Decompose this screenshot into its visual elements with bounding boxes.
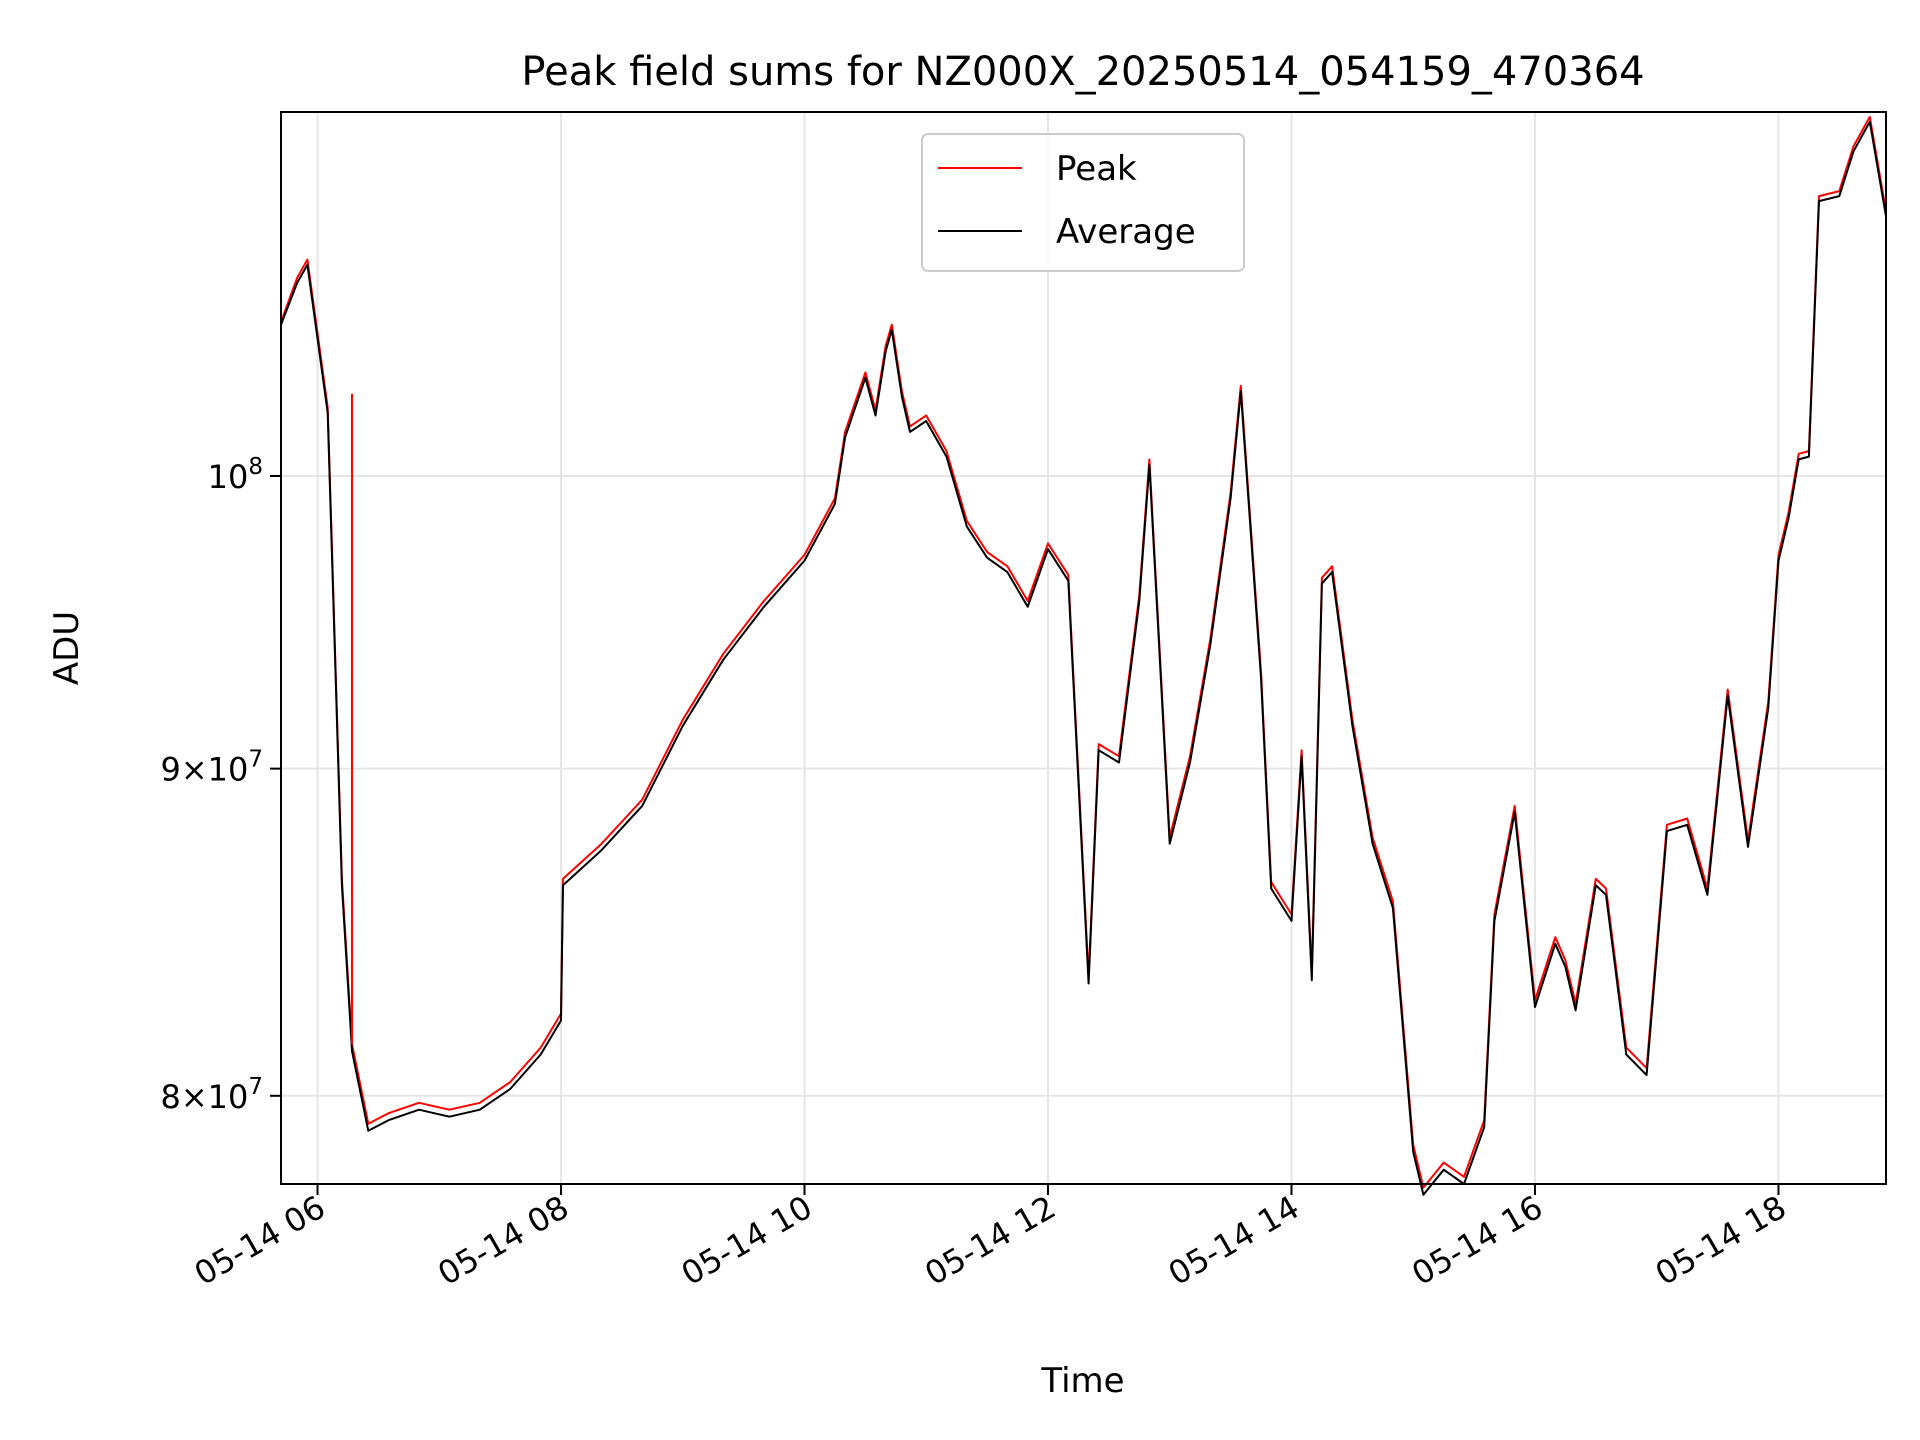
- grid: [281, 112, 1886, 1184]
- chart-title: Peak field sums for NZ000X_20250514_0541…: [521, 49, 1644, 95]
- y-tick-label: 108: [208, 454, 263, 496]
- y-tick-label: 8×107: [160, 1074, 263, 1116]
- y-axis-label: ADU: [47, 611, 87, 685]
- series-layer: [280, 115, 1887, 1196]
- legend: Peak Average: [921, 133, 1245, 272]
- plot-frame: [280, 111, 1887, 1185]
- y-axis: 8×107 9×107 108: [160, 454, 281, 1116]
- y-tick-label: 9×107: [160, 747, 263, 789]
- legend-label-peak: Peak: [1056, 149, 1137, 189]
- series-line-average: [280, 120, 1887, 1196]
- x-axis-label: Time: [1040, 1361, 1124, 1401]
- legend-label-average: Average: [1056, 212, 1196, 252]
